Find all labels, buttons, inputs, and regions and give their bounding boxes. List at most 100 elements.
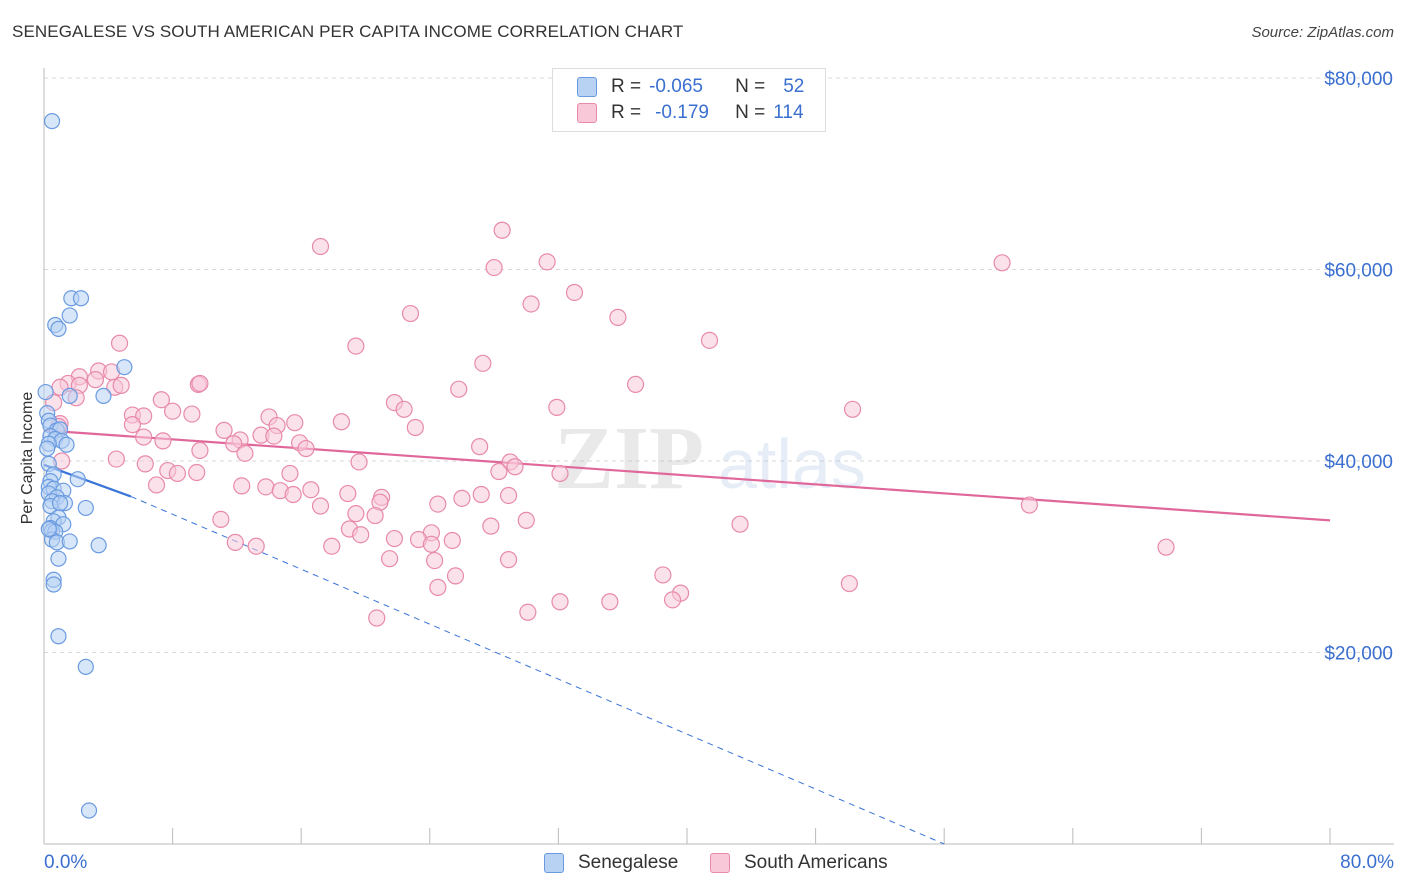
point-south-americans [429,495,447,513]
point-south-americans [443,531,461,550]
legend-label-south-americans: South Americans [744,852,888,873]
point-south-americans [265,427,283,445]
point-senegalese [40,520,57,538]
point-south-americans [426,551,444,570]
point-south-americans [226,533,244,551]
point-south-americans [551,593,569,611]
point-south-americans [446,567,465,585]
point-senegalese [80,802,98,819]
point-south-americans [700,331,719,349]
n-value: 52 [783,76,805,97]
point-senegalese [37,383,54,401]
point-south-americans [225,435,243,453]
n-label: N = [735,76,766,97]
point-south-americans [311,237,330,256]
point-south-americans [654,566,672,584]
point-south-americans [332,413,350,431]
point-senegalese [39,440,56,457]
point-south-americans [168,464,187,483]
point-south-americans [395,400,413,418]
series-legend: Senegalese South Americans [0,852,1406,878]
point-south-americans [548,398,566,416]
point-south-americans [993,254,1011,272]
point-south-americans [110,334,129,352]
points-senegalese [37,112,133,819]
point-senegalese [51,495,69,512]
chart-title: SENEGALESE VS SOUTH AMERICAN PER CAPITA … [12,22,684,41]
correlation-legend: R = -0.065 N = 52 R = -0.179 N = 114 [552,68,826,132]
point-south-americans [86,371,105,389]
point-south-americans [663,591,682,609]
point-south-americans [215,421,233,439]
legend-item-senegalese[interactable]: Senegalese [544,852,678,874]
senegalese-swatch [544,853,564,873]
point-senegalese [61,307,78,324]
r-value: -0.065 [649,76,703,97]
point-south-americans [147,476,166,494]
point-south-americans [601,593,619,611]
point-senegalese [95,387,112,404]
point-south-americans [565,283,584,302]
point-south-americans [450,380,468,398]
legend-label-senegalese: Senegalese [578,852,679,873]
point-senegalese [61,533,78,550]
point-south-americans [247,537,265,555]
point-senegalese [58,436,75,453]
point-south-americans [366,506,384,525]
point-south-americans [352,526,370,544]
x-axis-max-label: 80.0% [1340,852,1394,873]
point-senegalese [77,499,94,517]
south-americans-swatch [577,103,597,123]
legend-item-south-americans[interactable]: South Americans [710,852,888,874]
point-south-americans [506,458,524,476]
point-south-americans [123,416,142,434]
point-south-americans [485,258,503,277]
point-south-americans [297,439,315,458]
point-south-americans [236,444,254,462]
point-south-americans [472,485,490,504]
point-south-americans [350,453,368,471]
x-axis-min-label: 0.0% [44,852,88,873]
point-south-americans [493,221,511,239]
point-south-americans [284,485,302,504]
point-south-americans [1157,538,1175,556]
point-south-americans [731,515,749,533]
point-south-americans [188,463,206,482]
point-south-americans [551,464,569,483]
point-south-americans [368,609,386,627]
south-americans-swatch [710,853,730,873]
point-south-americans [422,535,441,553]
point-south-americans [191,374,209,393]
point-senegalese [77,658,94,675]
point-south-americans [135,428,153,446]
point-senegalese [50,550,67,567]
point-south-americans [840,574,858,593]
legend-row-south-americans: R = -0.179 N = 114 [577,101,804,125]
y-tick-label: $20,000 [1324,644,1393,665]
point-south-americans [843,400,862,418]
y-tick-label: $40,000 [1324,452,1393,473]
trend-line-senegalese-extrapolated [130,495,945,845]
point-south-americans [499,551,518,569]
n-value: 114 [773,102,804,123]
point-south-americans [302,481,320,499]
n-label: N = [735,102,766,123]
senegalese-swatch [577,77,597,97]
point-senegalese [45,576,62,593]
legend-row-senegalese: R = -0.065 N = 52 [577,75,804,99]
point-south-americans [112,376,130,394]
point-senegalese [90,537,107,554]
point-south-americans [339,484,357,503]
point-south-americans [107,450,125,468]
grid-lines [44,77,1394,653]
watermark-atlas: atlas [718,425,866,503]
r-label: R = [611,102,642,123]
point-south-americans [1020,496,1038,514]
point-senegalese [61,387,78,404]
point-south-americans [381,550,399,568]
point-south-americans [517,511,535,529]
point-senegalese [43,112,61,130]
y-tick-label: $60,000 [1324,261,1393,282]
point-south-americans [152,391,170,409]
